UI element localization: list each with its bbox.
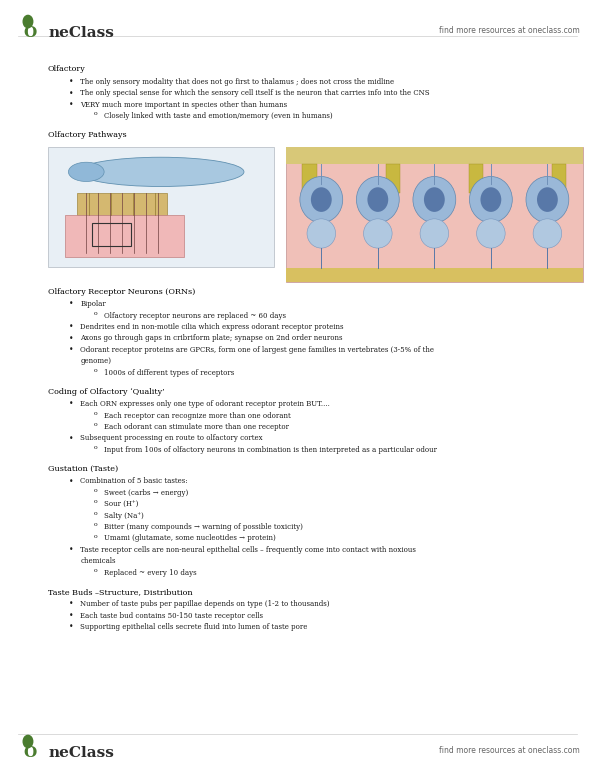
Text: •: • (68, 89, 73, 98)
Text: Taste Buds –Structure, Distribution: Taste Buds –Structure, Distribution (48, 588, 192, 596)
Text: 1000s of different types of receptors: 1000s of different types of receptors (104, 369, 234, 377)
Ellipse shape (364, 219, 392, 248)
Text: •: • (68, 345, 73, 354)
Bar (469, 164, 483, 193)
Ellipse shape (68, 162, 104, 182)
Text: Bitter (many compounds → warning of possible toxicity): Bitter (many compounds → warning of poss… (104, 523, 303, 531)
Bar (302, 164, 317, 193)
Bar (92, 223, 131, 246)
Text: Olfactory receptor neurons are replaced ~ 60 days: Olfactory receptor neurons are replaced … (104, 312, 286, 320)
Text: o: o (94, 411, 98, 416)
Text: Sour (H⁺): Sour (H⁺) (104, 500, 139, 508)
Text: Supporting epithelial cells secrete fluid into lumen of taste pore: Supporting epithelial cells secrete flui… (80, 623, 308, 631)
Text: •: • (68, 100, 73, 109)
Bar (386, 164, 400, 193)
Text: Each ORN expresses only one type of odorant receptor protein BUT....: Each ORN expresses only one type of odor… (80, 400, 330, 408)
Text: O: O (24, 746, 37, 760)
Text: Taste receptor cells are non-neural epithelial cells – frequently come into cont: Taste receptor cells are non-neural epit… (80, 546, 416, 554)
Text: o: o (94, 422, 98, 427)
Ellipse shape (477, 219, 505, 248)
Text: O: O (24, 26, 37, 40)
FancyBboxPatch shape (48, 147, 274, 266)
Text: Olfactory Pathways: Olfactory Pathways (48, 131, 126, 139)
Text: find more resources at oneclass.com: find more resources at oneclass.com (439, 26, 580, 35)
Text: Each odorant can stimulate more than one receptor: Each odorant can stimulate more than one… (104, 423, 289, 431)
Text: Axons go through gaps in cribriform plate; synapse on 2nd order neurons: Axons go through gaps in cribriform plat… (80, 334, 343, 343)
Text: o: o (94, 511, 98, 516)
Text: o: o (94, 445, 98, 450)
Text: •: • (68, 545, 73, 554)
Text: The only sensory modality that does not go first to thalamus ; does not cross th: The only sensory modality that does not … (80, 78, 394, 86)
Bar (286, 268, 583, 282)
Ellipse shape (424, 187, 445, 212)
Text: Number of taste pubs per papillae depends on type (1-2 to thousands): Number of taste pubs per papillae depend… (80, 601, 330, 608)
Bar (65, 215, 184, 257)
Text: •: • (68, 300, 73, 309)
Ellipse shape (469, 176, 512, 223)
Ellipse shape (481, 187, 502, 212)
Text: •: • (68, 434, 73, 443)
FancyBboxPatch shape (286, 147, 583, 282)
Text: Combination of 5 basic tastes:: Combination of 5 basic tastes: (80, 477, 188, 485)
Ellipse shape (526, 176, 569, 223)
Bar (77, 193, 167, 215)
Ellipse shape (420, 219, 449, 248)
Text: Olfactory Receptor Neurons (ORNs): Olfactory Receptor Neurons (ORNs) (48, 288, 195, 296)
Ellipse shape (367, 187, 389, 212)
Text: Gustation (Taste): Gustation (Taste) (48, 465, 118, 473)
Ellipse shape (356, 176, 399, 223)
Text: Sweet (carbs → energy): Sweet (carbs → energy) (104, 489, 189, 497)
Text: Each taste bud contains 50-150 taste receptor cells: Each taste bud contains 50-150 taste rec… (80, 611, 264, 620)
Text: o: o (94, 488, 98, 493)
Text: •: • (68, 77, 73, 86)
Text: Coding of Olfactory ‘Quality’: Coding of Olfactory ‘Quality’ (48, 387, 164, 396)
Text: VERY much more important in species other than humans: VERY much more important in species othe… (80, 101, 287, 109)
Bar (552, 164, 566, 193)
Text: Odorant receptor proteins are GPCRs, form one of largest gene families in verteb: Odorant receptor proteins are GPCRs, for… (80, 346, 434, 353)
Text: The only special sense for which the sensory cell itself is the neuron that carr: The only special sense for which the sen… (80, 89, 430, 97)
Text: •: • (68, 322, 73, 331)
Text: •: • (68, 622, 73, 631)
Text: Bipolar: Bipolar (80, 300, 106, 308)
Text: o: o (94, 567, 98, 573)
Ellipse shape (311, 187, 332, 212)
Text: o: o (94, 500, 98, 504)
Ellipse shape (307, 219, 336, 248)
Text: neClass: neClass (49, 26, 115, 40)
Ellipse shape (77, 157, 244, 186)
Ellipse shape (413, 176, 456, 223)
Text: o: o (94, 112, 98, 116)
Circle shape (23, 15, 33, 28)
Ellipse shape (537, 187, 558, 212)
Text: find more resources at oneclass.com: find more resources at oneclass.com (439, 746, 580, 755)
Text: •: • (68, 600, 73, 608)
Text: Closely linked with taste and emotion/memory (even in humans): Closely linked with taste and emotion/me… (104, 112, 333, 120)
Text: Replaced ~ every 10 days: Replaced ~ every 10 days (104, 568, 197, 577)
Text: o: o (94, 368, 98, 373)
Ellipse shape (300, 176, 343, 223)
Text: Umami (glutamate, some nucleotides → protein): Umami (glutamate, some nucleotides → pro… (104, 534, 276, 542)
Text: •: • (68, 400, 73, 408)
Text: genome): genome) (80, 357, 111, 365)
Text: •: • (68, 333, 73, 343)
Text: o: o (94, 311, 98, 316)
Text: Subsequent processing en route to olfactory cortex: Subsequent processing en route to olfact… (80, 434, 263, 443)
Text: Input from 100s of olfactory neurons in combination is then interpreted as a par: Input from 100s of olfactory neurons in … (104, 446, 437, 454)
Text: •: • (68, 611, 73, 620)
Text: neClass: neClass (49, 746, 115, 760)
Text: Each receptor can recognize more than one odorant: Each receptor can recognize more than on… (104, 412, 291, 420)
Ellipse shape (533, 219, 562, 248)
Text: chemicals: chemicals (80, 557, 116, 565)
Bar (286, 147, 583, 164)
Text: o: o (94, 522, 98, 527)
Text: Olfactory: Olfactory (48, 65, 85, 73)
Text: Dendrites end in non-motile cilia which express odorant receptor proteins: Dendrites end in non-motile cilia which … (80, 323, 344, 331)
Text: •: • (68, 477, 73, 486)
Text: Salty (Na⁺): Salty (Na⁺) (104, 511, 144, 520)
Circle shape (23, 735, 33, 748)
Text: o: o (94, 534, 98, 539)
